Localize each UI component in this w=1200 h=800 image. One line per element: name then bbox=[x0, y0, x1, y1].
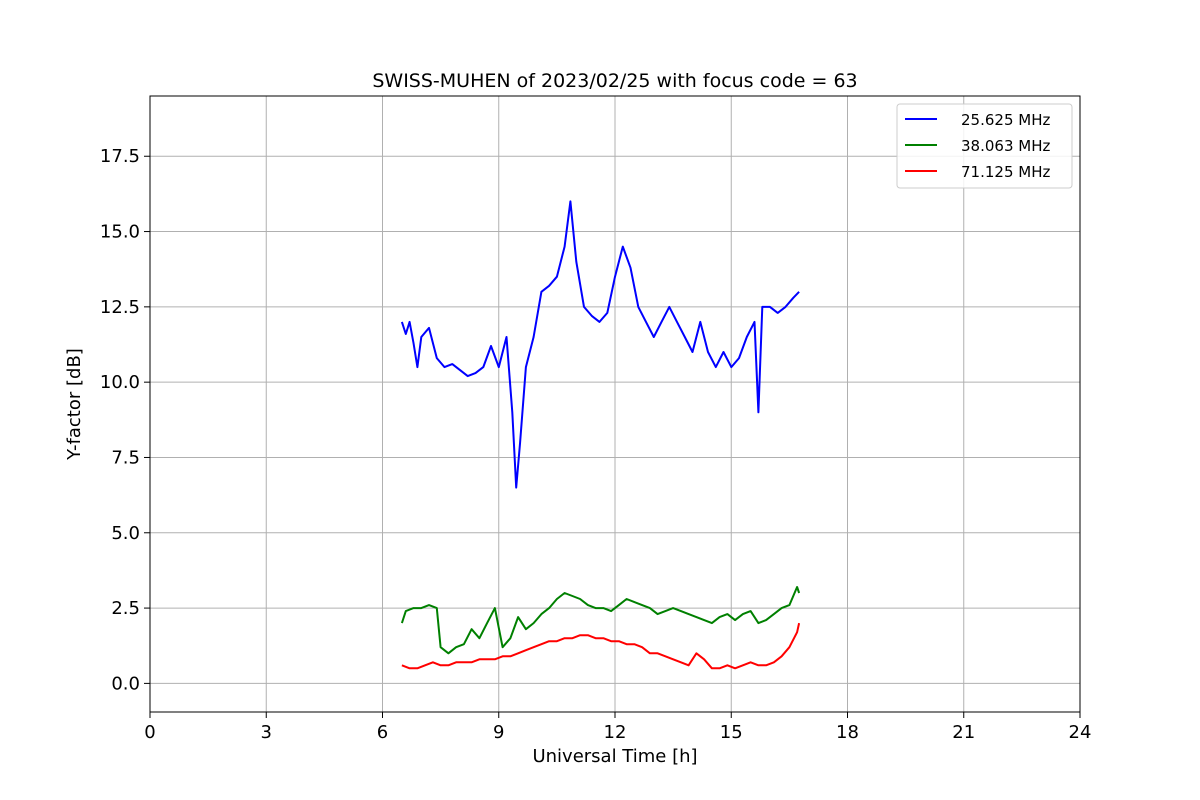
y-tick-label: 10.0 bbox=[100, 372, 140, 393]
series-line-0 bbox=[400, 200, 800, 489]
x-tick-label: 3 bbox=[261, 722, 272, 743]
grid bbox=[149, 96, 1081, 712]
series-line-1 bbox=[400, 586, 801, 655]
x-axis-label: Universal Time [h] bbox=[532, 746, 697, 767]
x-axis: 0 3 6 9 12 15 18 21 24 bbox=[144, 712, 1091, 743]
legend-box bbox=[896, 103, 1073, 189]
y-tick-label: 2.5 bbox=[111, 598, 140, 619]
x-tick-label: 21 bbox=[952, 722, 975, 743]
x-tick-label: 9 bbox=[493, 722, 504, 743]
x-tick-label: 18 bbox=[836, 722, 859, 743]
legend-label: 25.625 MHz bbox=[961, 111, 1050, 129]
chart-title: SWISS-MUHEN of 2023/02/25 with focus cod… bbox=[372, 70, 857, 92]
y-tick-label: 15.0 bbox=[100, 222, 140, 243]
y-tick-label: 17.5 bbox=[100, 146, 140, 167]
y-axis-label: Y-factor [dB] bbox=[64, 348, 85, 461]
x-tick-label: 6 bbox=[377, 722, 388, 743]
x-tick-label: 24 bbox=[1069, 722, 1092, 743]
y-tick-label: 7.5 bbox=[111, 447, 140, 468]
legend-label: 71.125 MHz bbox=[961, 163, 1050, 181]
y-tick-label: 0.0 bbox=[111, 673, 140, 694]
y-axis: 0.0 2.5 5.0 7.5 10.0 12.5 15.0 17.5 bbox=[100, 146, 150, 694]
x-tick-label: 15 bbox=[720, 722, 743, 743]
legend: 25.625 MHz 38.063 MHz 71.125 MHz bbox=[896, 103, 1073, 189]
plot-lines bbox=[400, 200, 801, 670]
series-line-2 bbox=[401, 622, 801, 670]
x-tick-label: 12 bbox=[604, 722, 627, 743]
y-tick-label: 12.5 bbox=[100, 297, 140, 318]
x-tick-label: 0 bbox=[144, 722, 155, 743]
legend-label: 38.063 MHz bbox=[961, 137, 1050, 155]
y-tick-label: 5.0 bbox=[111, 523, 140, 544]
